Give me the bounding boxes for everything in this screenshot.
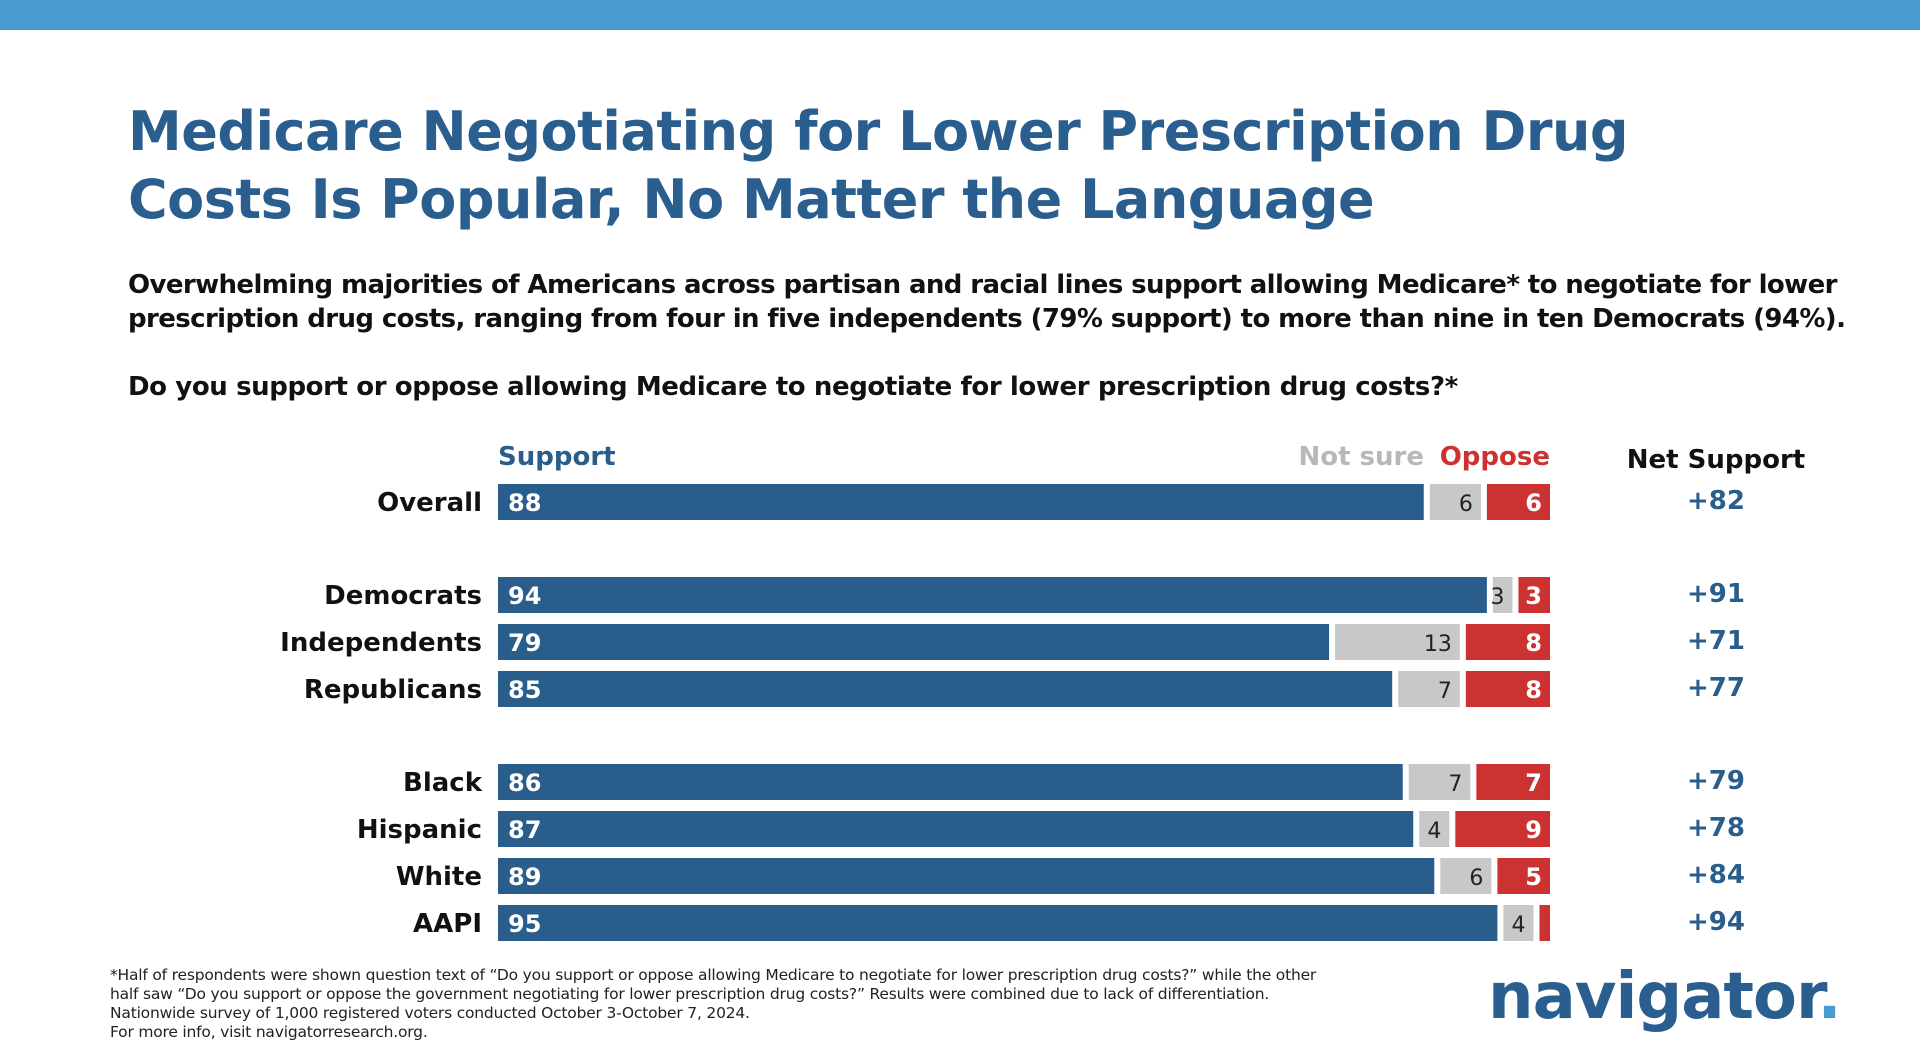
bar-oppose-label: 8 — [1525, 629, 1542, 657]
net-support-value: +84 — [1687, 860, 1745, 890]
page-title: Medicare Negotiating for Lower Prescript… — [128, 100, 1629, 231]
category-label: Overall — [377, 488, 482, 518]
footnote-line: Nationwide survey of 1,000 registered vo… — [110, 1004, 750, 1022]
net-support-value: +77 — [1687, 673, 1745, 703]
bar-not-sure — [1398, 671, 1460, 707]
bar-support-label: 86 — [508, 769, 541, 797]
footnote-line: For more info, visit navigatorresearch.o… — [110, 1023, 428, 1041]
bar-not-sure-label: 13 — [1424, 632, 1452, 657]
bar-support-label: 95 — [508, 910, 541, 938]
bar-not-sure-label: 4 — [1427, 819, 1441, 844]
bar-support — [498, 624, 1330, 660]
bar-support-label: 88 — [508, 489, 541, 517]
bar-not-sure-label: 7 — [1448, 772, 1462, 797]
category-label: Democrats — [324, 581, 482, 611]
bar-oppose — [1539, 905, 1550, 941]
footnote-line: *Half of respondents were shown question… — [110, 966, 1317, 984]
bar-not-sure — [1419, 811, 1450, 847]
footnote: *Half of respondents were shown question… — [110, 966, 1440, 1042]
net-support-value: +91 — [1687, 579, 1745, 609]
legend-support: Support — [498, 442, 616, 472]
stacked-bar-chart: Support Oppose Not sure Net Support Overall 8… — [280, 442, 1805, 941]
top-accent-bar — [0, 0, 1920, 30]
bar-support — [498, 811, 1414, 847]
category-label: White — [396, 862, 482, 892]
net-support-value: +94 — [1687, 907, 1745, 937]
legend-oppose: Oppose — [1440, 442, 1550, 472]
bar-oppose-label: 6 — [1525, 489, 1542, 517]
category-label: Independents — [280, 628, 482, 658]
bar-support — [498, 858, 1435, 894]
bar-oppose-label: 9 — [1525, 816, 1542, 844]
bar-support-label: 79 — [508, 629, 541, 657]
bar-oppose — [1497, 858, 1550, 894]
category-label: Black — [403, 768, 483, 798]
bar-oppose — [1465, 624, 1550, 660]
navigator-logo: navigator. — [1488, 960, 1842, 1034]
bar-support-label: 87 — [508, 816, 541, 844]
bar-oppose-label: 3 — [1525, 582, 1542, 610]
bar-support-label: 85 — [508, 676, 541, 704]
bar-oppose — [1465, 671, 1550, 707]
category-label: AAPI — [413, 909, 482, 939]
bar-oppose — [1518, 577, 1550, 613]
subtitle: Overwhelming majorities of Americans acr… — [128, 270, 1846, 334]
bar-not-sure — [1503, 905, 1534, 941]
bar-oppose — [1486, 484, 1550, 520]
bar-not-sure-label: 6 — [1469, 866, 1483, 891]
legend-not-sure: Not sure — [1298, 442, 1424, 472]
bar-oppose — [1476, 764, 1550, 800]
bar-oppose-label: 8 — [1525, 676, 1542, 704]
bar-support — [498, 671, 1393, 707]
net-support-value: +78 — [1687, 813, 1745, 843]
bar-oppose-label: 5 — [1525, 863, 1542, 891]
bar-not-sure-label: 4 — [1511, 913, 1525, 938]
bar-support — [498, 577, 1487, 613]
net-support-value: +79 — [1687, 766, 1745, 796]
bar-not-sure — [1335, 624, 1460, 660]
bar-not-sure — [1440, 858, 1492, 894]
bar-oppose-label: 7 — [1525, 769, 1542, 797]
bar-support-label: 94 — [508, 582, 541, 610]
bar-not-sure — [1492, 577, 1513, 613]
bar-not-sure-label: 6 — [1459, 492, 1473, 517]
bar-not-sure-label: 7 — [1438, 679, 1452, 704]
net-support-value: +71 — [1687, 626, 1745, 656]
survey-question: Do you support or oppose allowing Medica… — [128, 372, 1458, 402]
category-label: Hispanic — [357, 815, 482, 845]
bar-support-label: 89 — [508, 863, 541, 891]
bar-not-sure-label: 3 — [1490, 585, 1504, 610]
footnote-line: half saw “Do you support or oppose the g… — [110, 985, 1270, 1003]
bar-support — [498, 484, 1424, 520]
bar-support — [498, 905, 1498, 941]
bar-not-sure — [1429, 484, 1481, 520]
category-label: Republicans — [304, 675, 482, 705]
bar-oppose — [1455, 811, 1550, 847]
bar-not-sure — [1408, 764, 1471, 800]
legend-net-support: Net Support — [1627, 445, 1805, 475]
bar-support — [498, 764, 1403, 800]
net-support-value: +82 — [1687, 486, 1745, 516]
